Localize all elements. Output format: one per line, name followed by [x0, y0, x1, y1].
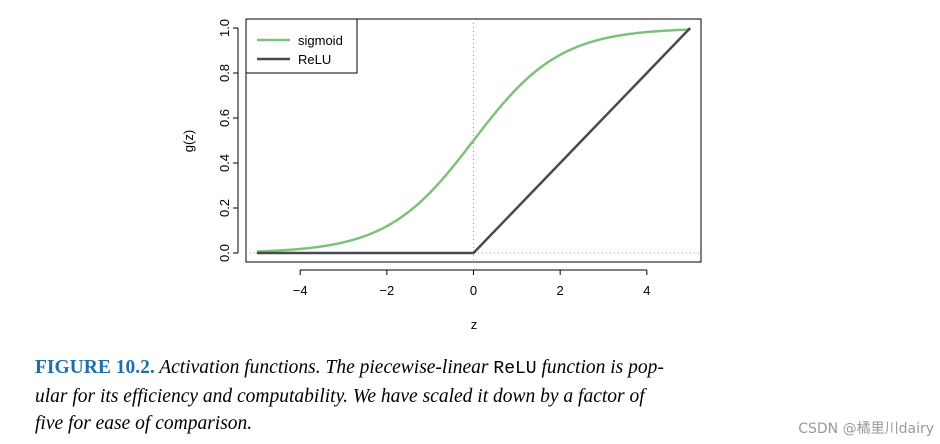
series-line-sigmoid [256, 28, 691, 253]
x-tick-label: −2 [379, 283, 394, 298]
x-tick-label: 2 [557, 283, 564, 298]
x-axis-label: z [471, 317, 478, 332]
legend-label-sigmoid: sigmoid [298, 33, 343, 48]
y-tick-label: 1.0 [217, 19, 232, 37]
caption-text-1a: Activation functions. The piecewise-line… [154, 357, 494, 378]
y-tick-label: 0.6 [217, 109, 232, 127]
y-tick-label: 0.4 [217, 154, 232, 172]
legend: sigmoid ReLU [245, 18, 358, 74]
x-tick-label: −4 [293, 283, 308, 298]
y-tick-label: 0.0 [217, 244, 232, 262]
caption-line-3: five for ease of comparison. [35, 413, 253, 434]
legend-box [245, 18, 358, 74]
y-tick-label: 0.8 [217, 64, 232, 82]
x-tick-label: 0 [470, 283, 477, 298]
watermark: CSDN @橘里川dairy [798, 421, 934, 437]
reference-lines [246, 19, 701, 262]
y-axis-label: g(z) [181, 130, 196, 152]
caption-code: ReLU [493, 359, 537, 379]
caption-text-1b: function is pop- [536, 357, 664, 378]
y-tick-label: 0.2 [217, 199, 232, 217]
chart-figure: −4 −2 0 2 4 0.0 0.2 0.4 0.6 0.8 1.0 z g(z) sigmoi… [181, 18, 702, 332]
series-layer [256, 27, 692, 255]
caption-line-1: FIGURE 10.2. Activation functions. The p… [35, 354, 855, 383]
figure-caption: FIGURE 10.2. Activation functions. The p… [35, 354, 855, 437]
x-axis: −4 −2 0 2 4 [293, 269, 650, 298]
caption-figure-label: FIGURE 10.2. [35, 357, 155, 378]
caption-line-2: ular for its efficiency and computabilit… [35, 386, 645, 407]
y-axis: 0.0 0.2 0.4 0.6 0.8 1.0 [217, 19, 239, 262]
legend-label-relu: ReLU [298, 52, 331, 67]
series-line-relu [256, 27, 692, 255]
x-tick-label: 4 [643, 283, 650, 298]
